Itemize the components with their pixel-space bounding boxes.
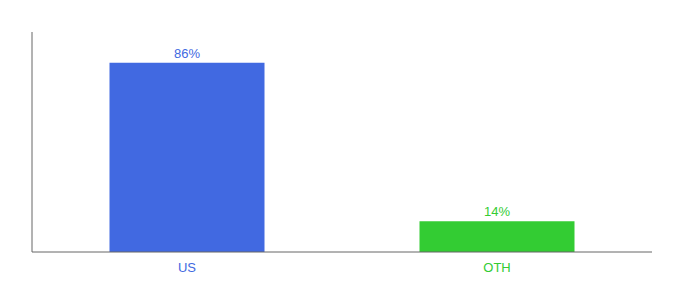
svg-text:86%: 86% [174,46,200,61]
svg-text:14%: 14% [484,204,510,219]
svg-text:OTH: OTH [483,260,510,275]
svg-text:US: US [178,260,196,275]
